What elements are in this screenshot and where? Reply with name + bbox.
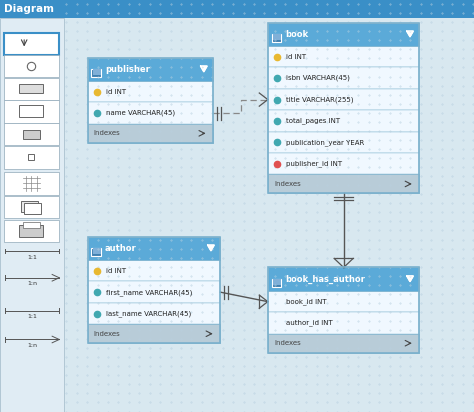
Text: name VARCHAR(45): name VARCHAR(45): [106, 110, 175, 117]
FancyBboxPatch shape: [93, 248, 101, 254]
FancyBboxPatch shape: [4, 173, 59, 194]
FancyBboxPatch shape: [88, 303, 220, 324]
Text: Diagram: Diagram: [4, 4, 54, 14]
FancyBboxPatch shape: [4, 220, 59, 242]
Text: 1:1: 1:1: [27, 255, 37, 260]
Text: publisher_id INT: publisher_id INT: [286, 160, 342, 167]
FancyBboxPatch shape: [268, 334, 419, 353]
Text: book_has_author: book_has_author: [285, 275, 365, 284]
FancyBboxPatch shape: [88, 324, 220, 343]
Text: id INT: id INT: [106, 268, 126, 274]
FancyBboxPatch shape: [91, 248, 101, 256]
FancyBboxPatch shape: [4, 196, 59, 218]
FancyBboxPatch shape: [273, 34, 281, 40]
FancyBboxPatch shape: [24, 203, 41, 214]
FancyBboxPatch shape: [4, 33, 59, 55]
Polygon shape: [407, 276, 413, 282]
Text: Indexes: Indexes: [274, 340, 301, 346]
Text: id INT: id INT: [286, 54, 306, 60]
Text: isbn VARCHAR(45): isbn VARCHAR(45): [286, 75, 350, 82]
FancyBboxPatch shape: [268, 23, 419, 46]
FancyBboxPatch shape: [268, 267, 419, 291]
FancyBboxPatch shape: [0, 18, 64, 412]
FancyBboxPatch shape: [93, 69, 101, 75]
FancyBboxPatch shape: [268, 132, 419, 153]
Text: book: book: [285, 30, 308, 39]
FancyBboxPatch shape: [273, 279, 281, 285]
Text: publication_year YEAR: publication_year YEAR: [286, 139, 364, 146]
FancyBboxPatch shape: [268, 46, 419, 68]
FancyBboxPatch shape: [4, 147, 59, 169]
Text: 1:n: 1:n: [27, 343, 37, 348]
FancyBboxPatch shape: [272, 34, 281, 42]
Text: Indexes: Indexes: [94, 331, 120, 337]
FancyBboxPatch shape: [88, 281, 220, 303]
FancyBboxPatch shape: [88, 81, 213, 103]
FancyBboxPatch shape: [268, 312, 419, 334]
FancyBboxPatch shape: [268, 89, 419, 110]
Polygon shape: [407, 31, 413, 37]
Text: 1:n: 1:n: [27, 281, 37, 286]
Text: Indexes: Indexes: [94, 130, 120, 136]
Text: book_id INT: book_id INT: [286, 298, 327, 305]
FancyBboxPatch shape: [88, 260, 220, 281]
FancyBboxPatch shape: [4, 123, 59, 145]
FancyBboxPatch shape: [4, 78, 59, 100]
FancyBboxPatch shape: [268, 291, 419, 312]
FancyBboxPatch shape: [21, 201, 38, 212]
FancyBboxPatch shape: [91, 69, 101, 77]
FancyBboxPatch shape: [268, 153, 419, 174]
Polygon shape: [201, 66, 207, 72]
Text: publisher: publisher: [105, 65, 150, 74]
FancyBboxPatch shape: [88, 124, 213, 143]
FancyBboxPatch shape: [4, 55, 59, 77]
FancyBboxPatch shape: [268, 68, 419, 89]
FancyBboxPatch shape: [0, 0, 474, 18]
FancyBboxPatch shape: [268, 110, 419, 132]
FancyBboxPatch shape: [19, 84, 43, 94]
FancyBboxPatch shape: [88, 103, 213, 124]
Text: author_id INT: author_id INT: [286, 320, 333, 326]
FancyBboxPatch shape: [88, 236, 220, 260]
FancyBboxPatch shape: [4, 101, 59, 123]
Text: 1:1: 1:1: [27, 314, 37, 319]
FancyBboxPatch shape: [19, 225, 43, 236]
Text: first_name VARCHAR(45): first_name VARCHAR(45): [106, 289, 192, 295]
FancyBboxPatch shape: [23, 222, 40, 228]
FancyBboxPatch shape: [272, 279, 281, 287]
FancyBboxPatch shape: [268, 174, 419, 193]
Text: id INT: id INT: [106, 89, 126, 95]
FancyBboxPatch shape: [88, 58, 213, 81]
Text: Indexes: Indexes: [274, 181, 301, 187]
Text: total_pages INT: total_pages INT: [286, 117, 340, 124]
Text: last_name VARCHAR(45): last_name VARCHAR(45): [106, 310, 191, 317]
Text: title VARCHAR(255): title VARCHAR(255): [286, 96, 353, 103]
Text: author: author: [105, 244, 137, 253]
Polygon shape: [208, 245, 214, 251]
FancyBboxPatch shape: [23, 130, 40, 139]
